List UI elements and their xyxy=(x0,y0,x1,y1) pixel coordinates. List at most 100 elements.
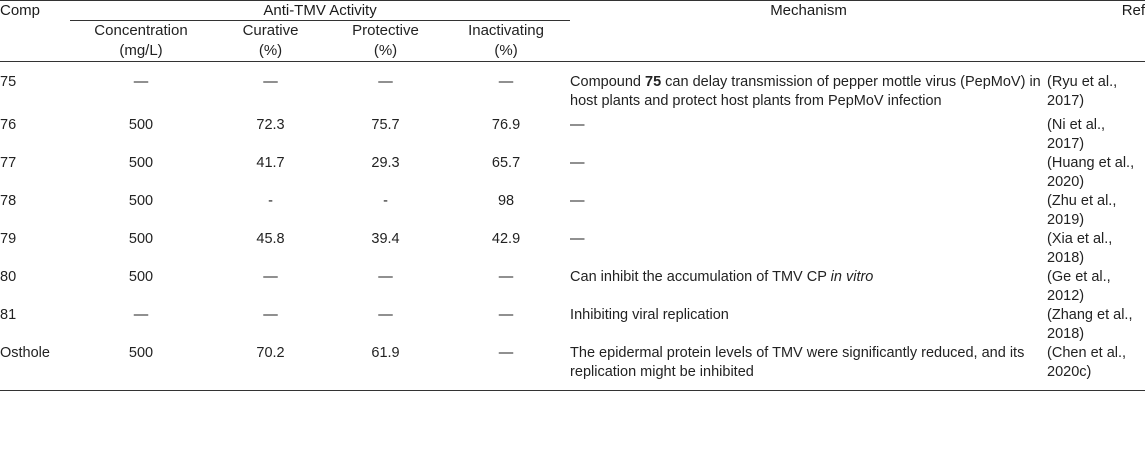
ref-line2: 2017) xyxy=(1047,93,1085,109)
cell-ref: (Zhu et al., 2019) xyxy=(1047,192,1145,230)
ref-line1: (Chen et al., xyxy=(1047,345,1127,361)
mechanism-compound-number: 75 xyxy=(645,74,662,90)
cell-concentration: 500 xyxy=(128,231,154,247)
header-concentration: Concentration (mg/L) xyxy=(70,20,212,62)
cell-concentration: 500 xyxy=(128,269,154,285)
header-spacer-comp xyxy=(0,20,70,62)
cell-protective: - xyxy=(383,193,388,209)
cell-curative: 72.3 xyxy=(256,117,285,133)
cell-protective: — xyxy=(378,307,393,323)
ref-line2: 2019) xyxy=(1047,212,1085,228)
cell-curative: 70.2 xyxy=(212,344,329,391)
header-inactivating-line2: (%) xyxy=(494,42,518,59)
ref-line1: (Huang et al., xyxy=(1047,155,1135,171)
header-spacer-mechanism xyxy=(570,20,1048,62)
cell-inactivating: — xyxy=(498,74,514,90)
cell-protective: 61.9 xyxy=(329,344,442,391)
ref-line1: (Xia et al., xyxy=(1047,231,1113,247)
cell-curative: 41.7 xyxy=(256,155,285,171)
table-row: Osthole 500 70.2 61.9 — The epidermal pr… xyxy=(0,344,1145,391)
table-row: 79 500 45.8 39.4 42.9 — (Xia et al., 201… xyxy=(0,230,1145,268)
cell-mechanism: Can inhibit the accumulation of TMV CP i… xyxy=(570,268,1047,306)
ref-line2: 2012) xyxy=(1047,288,1085,304)
table-row: 78 500 - - 98 — (Zhu et al., 2019) xyxy=(0,192,1145,230)
cell-comp: 78 xyxy=(0,193,17,209)
header-protective-line1: Protective xyxy=(352,22,419,39)
ref-line2: 2018) xyxy=(1047,250,1085,266)
cell-concentration: — xyxy=(133,307,149,323)
cell-concentration: 500 xyxy=(128,193,154,209)
cell-mechanism: — xyxy=(570,155,585,171)
cell-concentration: 500 xyxy=(128,155,154,171)
header-inactivating-line1: Inactivating xyxy=(468,22,544,39)
cell-comp: Osthole xyxy=(0,344,70,391)
table-row: 81 — — — — Inhibiting viral replication … xyxy=(0,306,1145,344)
table-row: 76 500 72.3 75.7 76.9 — (Ni et al., 2017… xyxy=(0,116,1145,154)
cell-comp: 79 xyxy=(0,231,17,247)
cell-inactivating: — xyxy=(498,269,514,285)
anti-tmv-table: Comp Anti-TMV Activity Mechanism Ref Con… xyxy=(0,0,1145,391)
cell-curative: — xyxy=(263,307,278,323)
cell-protective: 39.4 xyxy=(371,231,400,247)
header-spacer-ref xyxy=(1047,20,1145,62)
table-row: 80 500 — — — Can inhibit the accumulatio… xyxy=(0,268,1145,306)
mechanism-text-rest: can delay transmission of pepper mottle … xyxy=(570,74,1041,109)
cell-comp: 76 xyxy=(0,117,17,133)
header-concentration-line2: (mg/L) xyxy=(119,42,163,59)
cell-comp: 75 xyxy=(0,74,17,90)
cell-comp: 81 xyxy=(0,307,17,323)
header-anti-tmv-activity: Anti-TMV Activity xyxy=(70,0,571,21)
header-inactivating: Inactivating (%) xyxy=(442,20,571,62)
header-protective: Protective (%) xyxy=(329,20,442,62)
cell-concentration: 500 xyxy=(70,344,212,391)
ref-line2: 2017) xyxy=(1047,136,1085,152)
cell-inactivating: — xyxy=(442,344,571,391)
cell-concentration: — xyxy=(133,74,149,90)
header-curative-line2: (%) xyxy=(258,42,283,59)
cell-inactivating: — xyxy=(498,307,514,323)
cell-comp: 80 xyxy=(0,269,17,285)
ref-line1: (Ge et al., xyxy=(1047,269,1111,285)
header-concentration-line1: Concentration xyxy=(94,22,188,39)
mechanism-text: Can inhibit the accumulation of TMV CP xyxy=(570,269,831,285)
mechanism-italic-text: in vitro xyxy=(830,269,874,285)
ref-line2: 2018) xyxy=(1047,326,1085,342)
cell-protective: 75.7 xyxy=(371,117,400,133)
ref-line1: (Ni et al., xyxy=(1047,117,1106,133)
cell-curative: 45.8 xyxy=(256,231,285,247)
ref-line2: 2020) xyxy=(1047,174,1085,190)
header-curative-line1: Curative xyxy=(242,22,299,39)
cell-ref: (Xia et al., 2018) xyxy=(1047,230,1145,268)
cell-curative: — xyxy=(263,269,278,285)
cell-inactivating: 65.7 xyxy=(491,155,521,171)
cell-mechanism: — xyxy=(570,231,585,247)
ref-line1: (Ryu et al., xyxy=(1047,74,1118,90)
table-row: 75 — — — — Compound 75 can delay transmi… xyxy=(0,62,1145,117)
ref-line1: (Zhang et al., xyxy=(1047,307,1133,323)
cell-ref: (Chen et al., 2020c) xyxy=(1047,344,1145,391)
cell-ref: (Ge et al., 2012) xyxy=(1047,268,1145,306)
header-comp: Comp xyxy=(0,0,70,21)
cell-mechanism: — xyxy=(570,193,585,209)
table-row: 77 500 41.7 29.3 65.7 — (Huang et al., 2… xyxy=(0,154,1145,192)
cell-mechanism: Compound 75 can delay transmission of pe… xyxy=(570,62,1047,117)
cell-curative: — xyxy=(263,74,278,90)
header-mechanism: Mechanism xyxy=(570,0,1048,21)
cell-protective: — xyxy=(378,269,393,285)
cell-curative: - xyxy=(268,193,273,209)
cell-ref: (Zhang et al., 2018) xyxy=(1047,306,1145,344)
ref-line1: (Zhu et al., xyxy=(1047,193,1117,209)
cell-concentration: 500 xyxy=(128,117,154,133)
header-protective-line2: (%) xyxy=(373,42,398,59)
cell-inactivating: 98 xyxy=(497,193,515,209)
cell-mechanism: — xyxy=(570,117,585,133)
cell-protective: 29.3 xyxy=(371,155,400,171)
cell-ref: (Ryu et al., 2017) xyxy=(1047,62,1145,117)
cell-ref: (Ni et al., 2017) xyxy=(1047,116,1145,154)
cell-protective: — xyxy=(378,74,393,90)
header-ref: Ref xyxy=(1047,0,1145,21)
cell-comp: 77 xyxy=(0,155,17,171)
cell-ref: (Huang et al., 2020) xyxy=(1047,154,1145,192)
cell-inactivating: 42.9 xyxy=(491,231,521,247)
header-curative: Curative (%) xyxy=(212,20,329,62)
